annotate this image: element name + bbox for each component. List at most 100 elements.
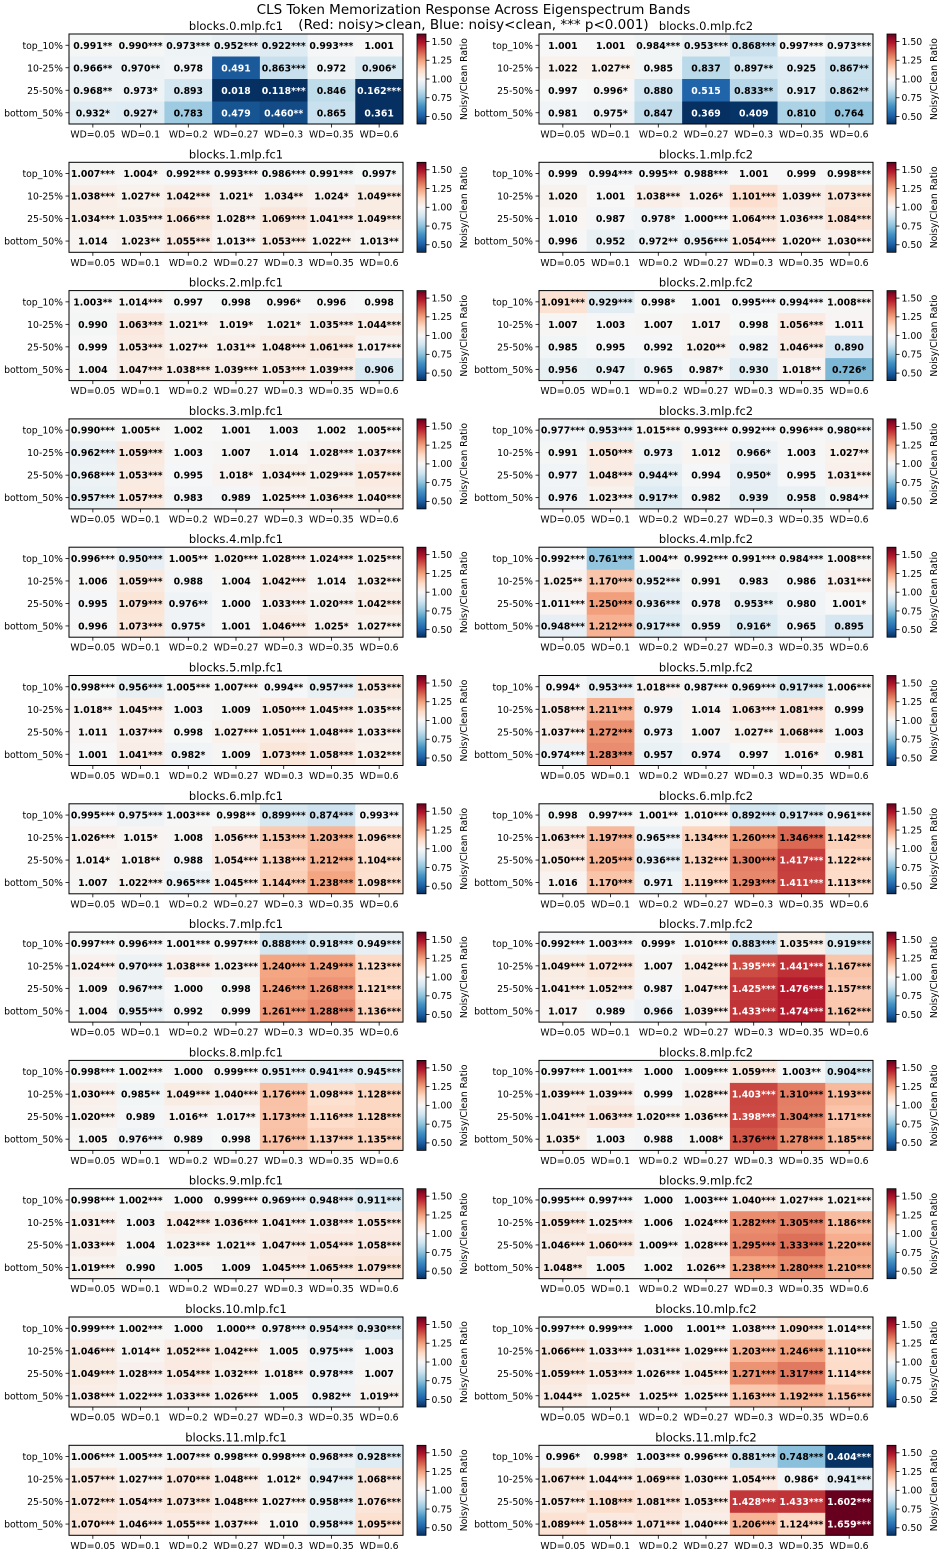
heatmap-cell: [825, 954, 874, 978]
cell-label: 1.026**: [686, 1263, 725, 1274]
panel-title: blocks.4.mlp.fc2: [659, 532, 753, 546]
cell-label: 1.003**: [73, 297, 112, 308]
cell-label: 1.210***: [827, 1263, 871, 1274]
x-tick-label: WD=0.6: [830, 643, 869, 654]
colorbar-label: Noisy/Clean Ratio: [929, 551, 940, 633]
x-tick-label: WD=0.3: [734, 1284, 773, 1295]
cell-label: 0.998***: [827, 169, 871, 180]
cell-label: 0.994: [691, 471, 721, 482]
cell-label: 1.007: [221, 448, 250, 459]
y-tick-label: bottom_50%: [474, 493, 533, 504]
x-tick-label: WD=0.6: [360, 1284, 399, 1295]
colorbar-tick-label: 1.00: [902, 844, 923, 855]
x-tick-label: WD=0.05: [540, 1541, 585, 1552]
cell-label: 1.011: [78, 727, 107, 738]
cell-label: 1.059***: [541, 1218, 585, 1229]
x-tick-label: WD=0.6: [360, 258, 399, 269]
cell-label: 1.058***: [357, 1240, 401, 1251]
cell-label: 1.001: [78, 750, 107, 761]
cell-label: 0.975*: [171, 621, 205, 632]
heatmap-cell: [729, 932, 778, 955]
heatmap-cell: [307, 826, 356, 850]
cell-label: 1.016: [548, 878, 577, 889]
colorbar-tick-label: 1.00: [432, 716, 453, 727]
colorbar: 0.500.751.001.251.50 Noisy/Clean Ratio: [886, 418, 940, 510]
heatmap-cell: [307, 313, 356, 336]
heatmap-cell: [164, 698, 213, 721]
cell-label: 1.016**: [169, 1112, 208, 1123]
cell-label: 0.999: [644, 1090, 673, 1101]
colorbar-tick-label: 1.50: [902, 678, 923, 689]
heatmap-cell: [164, 803, 213, 827]
heatmap-cell: [634, 1445, 683, 1469]
y-tick-label: top_10%: [492, 1195, 533, 1206]
cell-label: 1.066***: [541, 1346, 585, 1357]
cell-label: 1.000: [221, 599, 251, 610]
x-tick-label: WD=0.2: [169, 771, 208, 782]
cell-label: 0.958***: [309, 1520, 353, 1531]
panel-title: blocks.5.mlp.fc1: [189, 661, 283, 675]
heatmap-cell: [825, 335, 874, 359]
heatmap-cell: [825, 871, 874, 895]
heatmap-cell: [682, 101, 731, 125]
y-tick-label: 25-50%: [27, 984, 63, 995]
heatmap-cell: [259, 486, 308, 510]
colorbar: 0.500.751.001.251.50 Noisy/Clean Ratio: [416, 33, 470, 125]
y-tick-label: 10-25%: [497, 1218, 533, 1229]
cell-label: 1.003: [834, 727, 863, 738]
heatmap-cell: [259, 1339, 308, 1363]
cell-label: 1.011: [834, 320, 863, 331]
x-tick-label: WD=0.2: [169, 643, 208, 654]
heatmap-cell: [586, 977, 635, 1000]
cell-label: 0.952***: [636, 576, 680, 587]
heatmap-cell: [634, 335, 683, 359]
y-tick-label: bottom_50%: [474, 1520, 533, 1531]
cell-label: 0.994*: [546, 682, 580, 693]
colorbar-label: Noisy/Clean Ratio: [929, 1321, 940, 1403]
heatmap-cell: [259, 162, 308, 186]
cell-label: 1.042***: [214, 1346, 258, 1357]
colorbar: 0.500.751.001.251.50 Noisy/Clean Ratio: [886, 546, 940, 638]
cell-label: 1.001: [548, 41, 577, 52]
heatmap-cell: [825, 79, 874, 102]
x-tick-label: WD=0.35: [779, 643, 824, 654]
cell-label: 0.992***: [541, 939, 585, 950]
heatmap-cell: [164, 463, 213, 487]
y-tick-label: top_10%: [22, 169, 63, 180]
heatmap-cell: [777, 547, 826, 570]
heatmap-cell: [355, 592, 404, 615]
cell-label: 1.176***: [262, 1090, 306, 1101]
colorbar-tick-label: 1.25: [432, 1082, 453, 1093]
heatmap-cell: [634, 954, 683, 978]
heatmap-cell: [69, 614, 118, 638]
heatmap-cell: [69, 826, 118, 850]
cell-label: 1.054***: [214, 856, 258, 867]
x-tick-label: WD=0.1: [121, 771, 160, 782]
cell-label: 1.044**: [543, 1391, 582, 1402]
heatmap-cell: [539, 162, 588, 186]
cell-label: 0.966: [644, 1006, 673, 1017]
cell-label: 1.054***: [732, 1475, 776, 1486]
panel-title: blocks.5.mlp.fc2: [659, 661, 753, 675]
y-tick-label: bottom_50%: [474, 621, 533, 632]
heatmap-cell: [164, 1384, 213, 1408]
cell-label: 1.001: [596, 192, 625, 203]
heatmap-cell: [355, 675, 404, 699]
y-tick-label: 25-50%: [27, 1497, 63, 1508]
panel-title: blocks.6.mlp.fc2: [659, 789, 753, 803]
colorbar-tick-label: 1.50: [432, 293, 453, 304]
heatmap-cell: [259, 614, 308, 638]
heatmap-cell: [69, 1233, 118, 1257]
heatmap-cell: [539, 547, 588, 570]
x-tick-label: WD=0.35: [309, 771, 354, 782]
cell-label: 0.999: [221, 1006, 250, 1017]
cell-label: 0.973***: [827, 41, 871, 52]
heatmap-cell: [116, 418, 165, 442]
x-tick-label: WD=0.05: [70, 1413, 115, 1424]
cell-label: 0.997: [739, 750, 768, 761]
heatmap-cell: [825, 1188, 874, 1212]
heatmap-cell: [729, 184, 778, 208]
